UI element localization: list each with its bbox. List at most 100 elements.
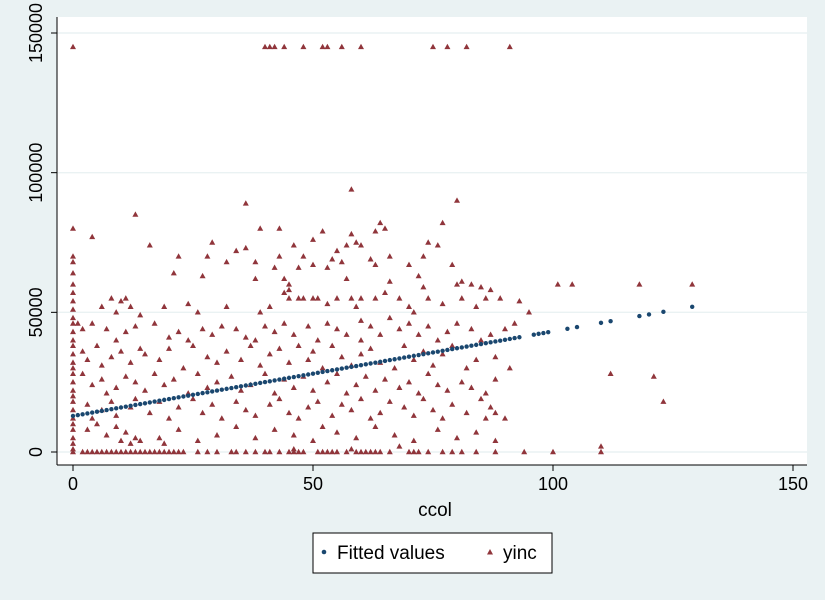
yinc-point xyxy=(103,432,110,438)
yinc-point xyxy=(98,448,105,455)
yinc-point xyxy=(103,325,110,332)
yinc-point xyxy=(266,401,273,407)
yinc-point xyxy=(151,370,158,376)
legend-yinc-marker xyxy=(487,549,493,555)
yinc-point xyxy=(190,342,196,349)
yinc-point xyxy=(343,390,350,396)
fitted-point xyxy=(498,338,503,343)
yinc-point xyxy=(79,325,86,332)
yinc-point xyxy=(161,381,168,388)
fitted-point xyxy=(565,326,570,331)
yinc-point xyxy=(233,398,240,404)
yinc-point xyxy=(113,448,120,455)
legend-fitted-label: Fitted values xyxy=(337,543,445,564)
yinc-point xyxy=(257,309,264,315)
yinc-point xyxy=(204,253,211,259)
fitted-point xyxy=(253,381,258,387)
yinc-point xyxy=(89,448,96,455)
yinc-point xyxy=(319,423,326,430)
yinc-point xyxy=(598,448,604,455)
yinc-point xyxy=(468,281,475,287)
yinc-point xyxy=(122,295,129,301)
yinc-point xyxy=(94,448,100,455)
yinc-point xyxy=(228,448,235,455)
yinc-point xyxy=(406,448,412,455)
yinc-point xyxy=(348,186,355,192)
yinc-point xyxy=(175,448,182,455)
yinc-point xyxy=(434,426,441,432)
yinc-point xyxy=(209,331,216,337)
yinc-point xyxy=(348,230,355,237)
yinc-point xyxy=(526,309,532,315)
yinc-point xyxy=(266,448,273,455)
yinc-point xyxy=(300,448,307,455)
yinc-point xyxy=(377,409,384,416)
fitted-point xyxy=(152,399,157,404)
fitted-point xyxy=(133,402,138,408)
fitted-point xyxy=(229,385,234,391)
yinc-point xyxy=(118,348,124,354)
yinc-point xyxy=(214,359,220,365)
yinc-point xyxy=(70,253,76,259)
yinc-point xyxy=(166,345,172,351)
fitted-point xyxy=(195,391,200,397)
yinc-point xyxy=(84,448,91,455)
yinc-point xyxy=(146,409,153,416)
yinc-point xyxy=(305,404,312,410)
yinc-point xyxy=(382,376,388,382)
yinc-point xyxy=(70,258,76,265)
yinc-point xyxy=(396,325,403,332)
yinc-point xyxy=(137,311,144,318)
yinc-point xyxy=(185,337,192,343)
fitted-point xyxy=(171,395,176,401)
yinc-point xyxy=(415,331,422,337)
yinc-point xyxy=(257,225,264,231)
fitted-point xyxy=(541,330,546,336)
fitted-point xyxy=(301,373,306,378)
yinc-point xyxy=(89,415,96,421)
yinc-point xyxy=(70,387,76,393)
yinc-point xyxy=(420,253,427,259)
y-tick-label: 50000 xyxy=(26,287,46,337)
yinc-point xyxy=(156,448,163,455)
yinc-point xyxy=(199,409,206,416)
yinc-point xyxy=(194,448,201,455)
yinc-point xyxy=(439,351,446,357)
yinc-point xyxy=(473,356,480,363)
yinc-point xyxy=(353,381,360,388)
yinc-point xyxy=(252,448,259,455)
fitted-point xyxy=(267,379,272,384)
yinc-point xyxy=(70,328,76,335)
yinc-point xyxy=(454,197,460,203)
fitted-point xyxy=(214,388,220,393)
fitted-point xyxy=(205,390,210,395)
yinc-point xyxy=(103,448,110,455)
yinc-point xyxy=(271,426,278,432)
yinc-point xyxy=(391,432,398,438)
yinc-point xyxy=(122,429,129,435)
yinc-point xyxy=(425,323,432,329)
fitted-point xyxy=(306,372,311,377)
yinc-point xyxy=(79,448,86,455)
fitted-point xyxy=(166,396,172,402)
yinc-point xyxy=(473,448,480,455)
yinc-point xyxy=(70,351,76,357)
yinc-point xyxy=(70,392,76,399)
yinc-point xyxy=(276,395,283,402)
y-tick-label: 150000 xyxy=(26,3,46,63)
fitted-point xyxy=(378,359,383,364)
yinc-point xyxy=(70,289,76,295)
fitted-point xyxy=(661,309,666,315)
y-tick-label: 100000 xyxy=(26,143,46,203)
yinc-point xyxy=(636,281,643,287)
yinc-point xyxy=(334,429,340,435)
yinc-point xyxy=(305,356,312,363)
fitted-point xyxy=(608,318,613,324)
fitted-point xyxy=(517,335,522,340)
fitted-point xyxy=(85,411,90,416)
yinc-point xyxy=(79,370,86,376)
yinc-point xyxy=(386,253,393,259)
yinc-point xyxy=(367,323,374,329)
yinc-point xyxy=(324,448,331,455)
yinc-point xyxy=(142,448,148,455)
